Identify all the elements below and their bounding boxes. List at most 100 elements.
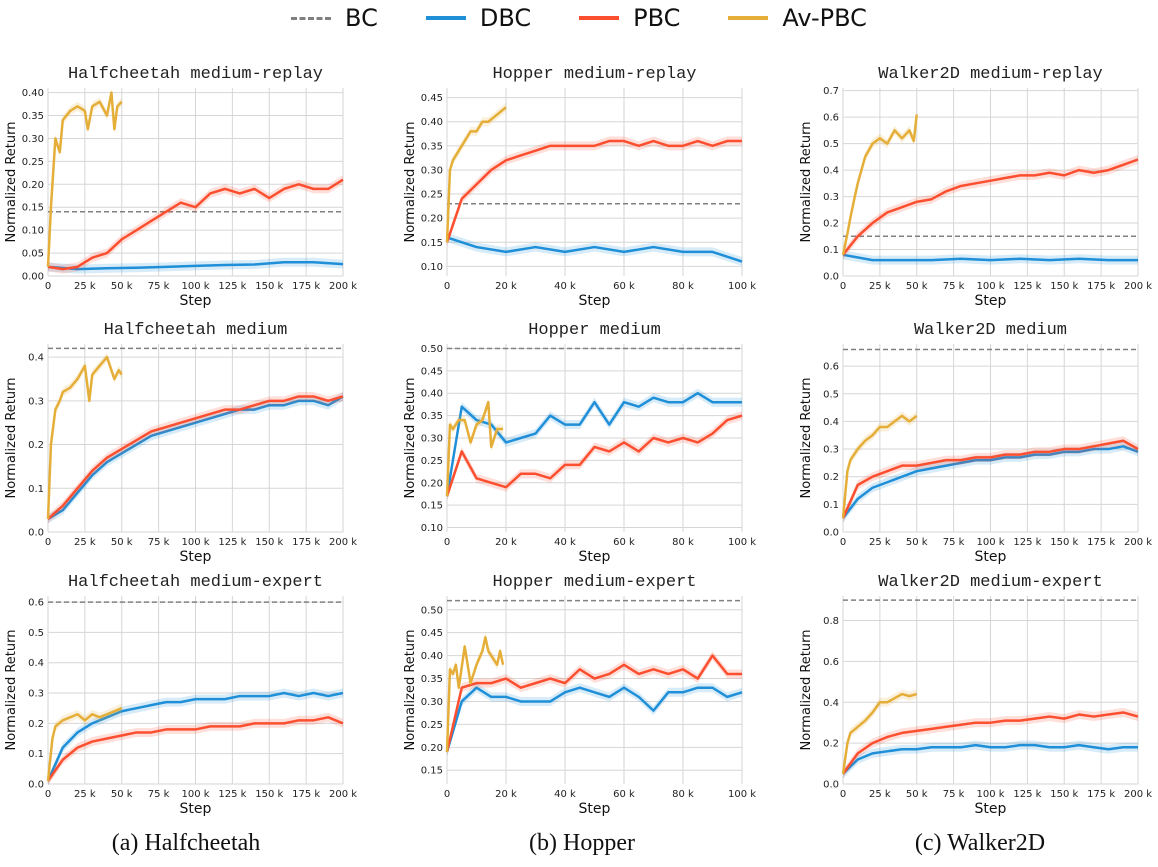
x-axis-label: Step [975,293,1007,309]
line-dbc [842,445,1139,519]
y-tick-label: 0.30 [421,697,443,708]
band-av-pbc [447,397,504,501]
y-axis-label: Normalized Return [403,378,418,499]
x-tick-label: 60 k [613,789,635,800]
subplot-hopper-medium: 0 20 k 40 k 60 k 80 k 100 k 0.10 0.15 0.20 0.25 0.… [403,321,756,565]
x-tick-label: 0 [444,789,450,800]
y-axis-label: Normalized Return [799,122,814,243]
legend-item-pbc: PBC [579,4,680,32]
band-pbc [843,436,1138,523]
caption-halfcheetah: (a) Halfcheetah [111,830,261,856]
y-tick-label: 0.1 [28,484,44,495]
y-tick-label: 0.4 [823,417,839,428]
subplot-title: Walker2D medium-replay [878,65,1102,84]
subplot-halfcheetah-medium-expert: 0 25 k 50 k 75 k 100 k 125 k 150 k 175 k 200 k 0.… [4,573,357,817]
x-tick-label: 175 k [292,281,320,292]
y-tick-label: 0.1 [823,500,839,511]
band-dbc [447,683,742,757]
y-tick-label: 0.3 [823,192,839,203]
y-tick-label: 0.35 [421,674,443,685]
x-tick-label: 40 k [554,537,576,548]
y-tick-label: 0.0 [28,780,44,791]
y-axis-label: Normalized Return [4,122,19,243]
y-tick-label: 0.00 [22,272,44,283]
y-tick-label: 0.30 [22,134,44,145]
x-tick-label: 75 k [148,789,170,800]
y-tick-label: 0.30 [421,165,443,176]
x-tick-label: 100 k [728,281,756,292]
y-tick-label: 0.3 [28,689,44,700]
y-tick-label: 0.4 [28,353,44,364]
x-tick-label: 175 k [292,537,320,548]
x-tick-label: 100 k [181,537,209,548]
y-tick-label: 0.4 [28,658,44,669]
x-tick-label: 40 k [554,789,576,800]
band-pbc [447,651,742,757]
subplot-walker2d-medium-replay: 0 25 k 50 k 75 k 100 k 125 k 150 k 175 k 200 k 0.… [799,65,1152,309]
x-tick-label: 200 k [1124,537,1152,548]
x-tick-label: 125 k [218,537,246,548]
y-tick-label: 0.2 [823,219,839,230]
y-tick-label: 0.20 [22,180,44,191]
y-tick-label: 0.5 [28,628,44,639]
line-dbc [446,236,743,263]
x-tick-label: 125 k [1013,537,1041,548]
line-pbc [842,158,1139,256]
y-tick-label: 0.2 [28,440,44,451]
y-tick-label: 0.20 [421,743,443,754]
y-tick-label: 0.2 [823,739,839,750]
legend: BC DBC PBC Av-PBC [0,4,1158,32]
line-av-pbc [445,636,505,752]
subplot-title: Hopper medium-replay [492,65,696,84]
x-axis-label: Step [579,293,611,309]
y-tick-label: 0.35 [22,111,44,122]
y-tick-label: 0.40 [421,389,443,400]
x-tick-label: 25 k [869,281,891,292]
subplot-title: Halfcheetah medium [104,321,288,340]
legend-swatch-av-pbc [728,16,769,20]
x-tick-label: 80 k [672,537,694,548]
y-tick-label: 0.0 [823,528,839,539]
subplot-title: Walker2D medium-expert [878,573,1102,592]
subplot-walker2d-medium: 0 25 k 50 k 75 k 100 k 125 k 150 k 175 k 200 k 0.… [799,321,1152,565]
x-tick-label: 0 [45,537,51,548]
subplot-walker2d-medium-expert: 0 25 k 50 k 75 k 100 k 125 k 150 k 175 k 200 k 0.… [799,573,1152,817]
subplot-hopper-medium-replay: 0 20 k 40 k 60 k 80 k 100 k 0.10 0.15 0.20 0.25 0.… [403,65,756,309]
y-axis-label: Normalized Return [799,378,814,499]
y-tick-label: 0.6 [823,657,839,668]
x-tick-label: 0 [444,281,450,292]
y-tick-label: 0.25 [421,190,443,201]
x-tick-label: 0 [45,281,51,292]
x-tick-label: 75 k [148,537,170,548]
x-axis-label: Step [975,549,1007,565]
x-tick-label: 100 k [728,537,756,548]
y-tick-label: 0.0 [28,528,44,539]
x-tick-label: 175 k [292,789,320,800]
x-tick-label: 40 k [554,281,576,292]
subplot-hopper-medium-expert: 0 20 k 40 k 60 k 80 k 100 k 0.15 0.20 0.25 0.30 0.… [403,573,756,817]
x-tick-label: 100 k [976,537,1004,548]
line-dbc [445,686,743,753]
y-tick-label: 0.6 [823,362,839,373]
y-tick-label: 0.35 [421,411,443,422]
band-dbc [447,388,742,501]
x-tick-label: 175 k [1087,537,1115,548]
y-tick-label: 0.2 [823,472,839,483]
x-tick-label: 75 k [943,537,965,548]
y-tick-label: 0.5 [823,139,839,150]
line-av-pbc [445,106,507,243]
x-tick-label: 175 k [1087,281,1115,292]
line-pbc [47,395,344,520]
line-av-pbc [841,692,918,774]
x-tick-label: 20 k [495,537,517,548]
y-tick-label: 0.40 [22,88,44,99]
y-tick-label: 0.50 [421,344,443,355]
x-tick-label: 20 k [495,789,517,800]
band-pbc [447,136,742,247]
line-pbc [841,711,1139,775]
legend-item-dbc: DBC [425,4,531,32]
y-tick-label: 0.15 [421,501,443,512]
y-tick-label: 0.4 [823,698,839,709]
caption-walker2d: (c) Walker2D [914,830,1046,856]
y-tick-label: 0.3 [28,396,44,407]
